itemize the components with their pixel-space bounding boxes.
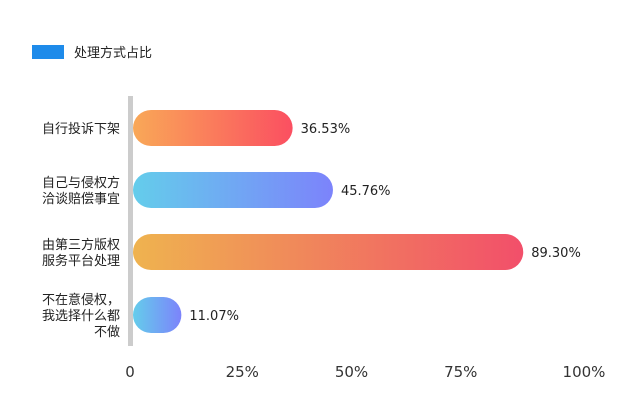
x-axis-ticks: 0 25% 50% 75% 100% [125,363,605,381]
value-label-1: 36.53% [301,122,351,137]
category-label-4-line-1: 不在意侵权， [42,292,120,308]
bar-3 [133,234,524,270]
category-label-4-line-2: 我选择什么都 [42,309,120,324]
bar-4 [133,297,182,333]
category-labels: 自行投诉下架自己与侵权方洽谈赔偿事宜由第三方版权服务平台处理不在意侵权，我选择什… [42,121,120,340]
category-label-2-line-2: 洽谈赔偿事宜 [42,192,120,207]
x-tick-label-3: 50% [335,363,368,381]
category-label-3-line-2: 服务平台处理 [42,253,120,269]
bars [133,110,524,333]
legend-label: 处理方式占比 [74,45,152,61]
category-label-2-line-1: 自己与侵权方 [42,175,120,191]
y-axis [128,96,133,346]
legend: 处理方式占比 [32,45,152,61]
x-tick-label-4: 75% [444,363,477,381]
legend-swatch [32,45,64,59]
value-label-2: 45.76% [341,184,391,199]
x-tick-label-1: 0 [125,363,135,381]
value-labels: 36.53% 45.76% 89.30% 11.07% [189,122,580,324]
x-tick-label-2: 25% [226,363,259,381]
value-label-3: 89.30% [531,246,581,261]
category-label-1-line-1: 自行投诉下架 [42,121,120,137]
category-label-3-line-1: 由第三方版权 [42,237,120,253]
bar-1 [133,110,293,146]
value-label-4: 11.07% [189,309,239,324]
y-axis-line [128,96,133,346]
bar-2 [133,172,333,208]
x-tick-label-5: 100% [563,363,606,381]
category-label-4-line-3: 不做 [94,325,120,340]
